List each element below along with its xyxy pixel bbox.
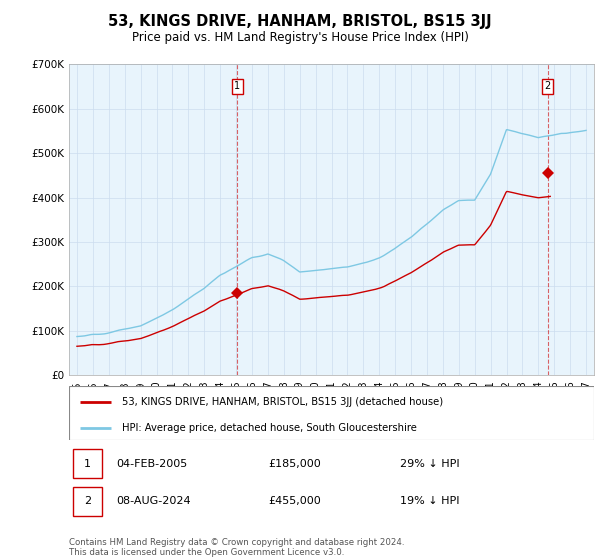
Text: HPI: Average price, detached house, South Gloucestershire: HPI: Average price, detached house, Sout… [121, 423, 416, 433]
Text: 19% ↓ HPI: 19% ↓ HPI [400, 496, 459, 506]
Text: 53, KINGS DRIVE, HANHAM, BRISTOL, BS15 3JJ: 53, KINGS DRIVE, HANHAM, BRISTOL, BS15 3… [108, 14, 492, 29]
Text: £185,000: £185,000 [269, 459, 321, 469]
Text: 04-FEB-2005: 04-FEB-2005 [116, 459, 187, 469]
Bar [73, 449, 102, 478]
Text: 2: 2 [544, 81, 551, 91]
Text: 1: 1 [235, 81, 241, 91]
Text: 2: 2 [84, 496, 91, 506]
Text: 08-AUG-2024: 08-AUG-2024 [116, 496, 191, 506]
Text: £455,000: £455,000 [269, 496, 321, 506]
Text: 29% ↓ HPI: 29% ↓ HPI [400, 459, 460, 469]
Text: Contains HM Land Registry data © Crown copyright and database right 2024.
This d: Contains HM Land Registry data © Crown c… [69, 538, 404, 557]
Bar [73, 487, 102, 516]
Text: 1: 1 [84, 459, 91, 469]
Text: 53, KINGS DRIVE, HANHAM, BRISTOL, BS15 3JJ (detached house): 53, KINGS DRIVE, HANHAM, BRISTOL, BS15 3… [121, 398, 443, 407]
Text: Price paid vs. HM Land Registry's House Price Index (HPI): Price paid vs. HM Land Registry's House … [131, 31, 469, 44]
